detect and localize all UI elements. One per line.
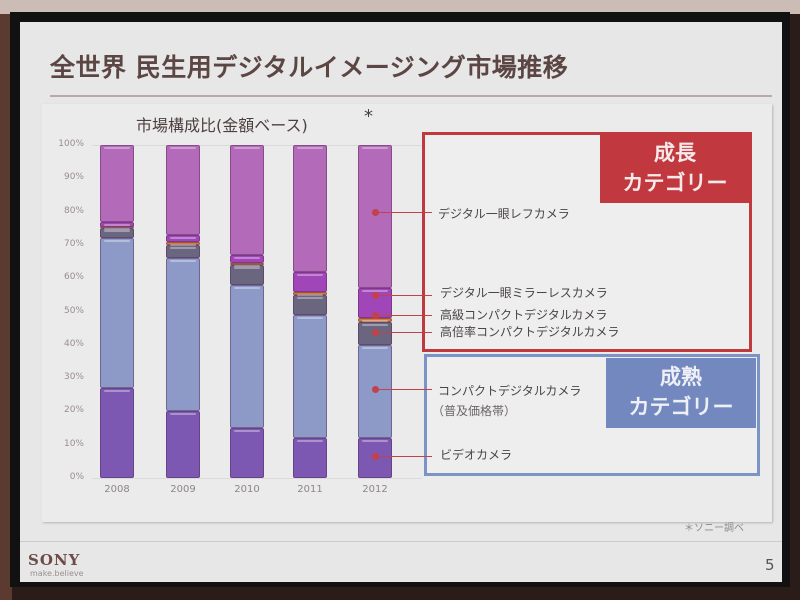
y-tick-label: 90% bbox=[63, 172, 84, 183]
segment-high-zoom-compact bbox=[100, 228, 134, 239]
room-wall bbox=[0, 0, 800, 14]
y-tick-label: 40% bbox=[63, 338, 84, 349]
high-zoom-compact-leader-line bbox=[376, 332, 432, 333]
legend-compact: コンパクトデジタルカメラ bbox=[438, 384, 582, 398]
x-tick-label: 2009 bbox=[170, 484, 196, 495]
legend-premium-compact: 高級コンパクトデジタルカメラ bbox=[440, 308, 608, 322]
segment-dslr bbox=[166, 145, 200, 235]
growth-tag-line2: カテゴリー bbox=[622, 171, 728, 195]
segment-mirrorless bbox=[100, 221, 134, 227]
bar-2008 bbox=[100, 145, 134, 478]
segment-dslr bbox=[358, 145, 392, 289]
dslr-leader-dot bbox=[372, 209, 379, 216]
slide: 全世界 民生用デジタルイメージング市場推移 市場構成比(金額ベース) * 100… bbox=[20, 22, 782, 582]
segment-video bbox=[293, 438, 327, 478]
mature-category-tag: 成熟 カテゴリー bbox=[606, 358, 756, 428]
bar-2009 bbox=[166, 145, 200, 478]
footer-divider bbox=[20, 541, 782, 542]
chart-title: 市場構成比(金額ベース) bbox=[136, 116, 308, 135]
bar-2011 bbox=[293, 145, 327, 478]
legend-compact-sub: （普及価格帯） bbox=[432, 404, 517, 418]
source-note: ＊ソニー調べ bbox=[684, 523, 744, 534]
mature-tag-line1: 成熟 bbox=[660, 365, 702, 389]
video-leader-line bbox=[376, 456, 432, 457]
y-tick-label: 30% bbox=[63, 372, 84, 383]
y-tick-label: 10% bbox=[63, 438, 84, 449]
sony-logo: SONY bbox=[28, 551, 81, 569]
legend-video: ビデオカメラ bbox=[440, 448, 513, 462]
growth-category-tag: 成長 カテゴリー bbox=[600, 135, 750, 203]
x-tick-label: 2010 bbox=[234, 484, 260, 495]
segment-premium-compact bbox=[166, 241, 200, 247]
video-leader-dot bbox=[372, 453, 379, 460]
compact-leader-line bbox=[376, 389, 432, 390]
segment-video bbox=[230, 428, 264, 478]
room-wall-left bbox=[0, 14, 12, 600]
segment-high-zoom-compact bbox=[166, 244, 200, 259]
segment-dslr bbox=[100, 145, 134, 222]
x-tick-label: 2011 bbox=[297, 484, 323, 495]
mirrorless-leader-dot bbox=[372, 292, 379, 299]
mirrorless-leader-line bbox=[376, 295, 432, 296]
sony-tagline: make.believe bbox=[30, 569, 84, 578]
slide-title: 全世界 民生用デジタルイメージング市場推移 bbox=[50, 53, 569, 82]
dslr-leader-line bbox=[376, 212, 432, 213]
segment-mirrorless bbox=[166, 234, 200, 242]
y-tick-label: 60% bbox=[63, 272, 84, 283]
segment-video bbox=[100, 388, 134, 478]
legend-high-zoom-compact: 高倍率コンパクトデジタルカメラ bbox=[440, 325, 620, 339]
segment-dslr bbox=[293, 145, 327, 272]
segment-high-zoom-compact bbox=[293, 294, 327, 315]
mature-tag-line2: カテゴリー bbox=[628, 395, 734, 419]
compact-leader-dot bbox=[372, 386, 379, 393]
premium-compact-leader-dot bbox=[372, 312, 379, 319]
bar-2012 bbox=[358, 145, 392, 478]
high-zoom-compact-leader-dot bbox=[372, 329, 379, 336]
growth-tag-line1: 成長 bbox=[654, 141, 696, 165]
premium-compact-leader-line bbox=[376, 315, 432, 316]
segment-compact bbox=[100, 238, 134, 389]
segment-premium-compact bbox=[100, 226, 134, 231]
segment-premium-compact bbox=[293, 291, 327, 296]
y-tick-label: 70% bbox=[63, 238, 84, 249]
y-tick-label: 80% bbox=[63, 205, 84, 216]
segment-premium-compact bbox=[230, 262, 264, 267]
segment-video bbox=[166, 411, 200, 478]
x-tick-label: 2008 bbox=[104, 484, 130, 495]
page-number: 5 bbox=[765, 556, 775, 574]
y-tick-label: 50% bbox=[63, 305, 84, 316]
chart-title-marker: * bbox=[364, 106, 373, 127]
y-tick-label: 100% bbox=[58, 139, 84, 149]
segment-mirrorless bbox=[230, 254, 264, 264]
baseline bbox=[92, 478, 422, 479]
segment-compact bbox=[230, 284, 264, 429]
segment-high-zoom-compact bbox=[230, 264, 264, 285]
segment-dslr bbox=[230, 145, 264, 255]
legend-dslr: デジタル一眼レフカメラ bbox=[438, 207, 570, 221]
y-tick-label: 0% bbox=[69, 472, 84, 482]
segment-compact bbox=[293, 314, 327, 439]
title-divider bbox=[50, 95, 772, 97]
x-tick-label: 2012 bbox=[362, 484, 388, 495]
legend-mirrorless: デジタル一眼ミラーレスカメラ bbox=[440, 286, 608, 300]
segment-mirrorless bbox=[293, 271, 327, 292]
segment-compact bbox=[166, 258, 200, 412]
y-tick-label: 20% bbox=[63, 405, 84, 416]
bar-2010 bbox=[230, 145, 264, 478]
